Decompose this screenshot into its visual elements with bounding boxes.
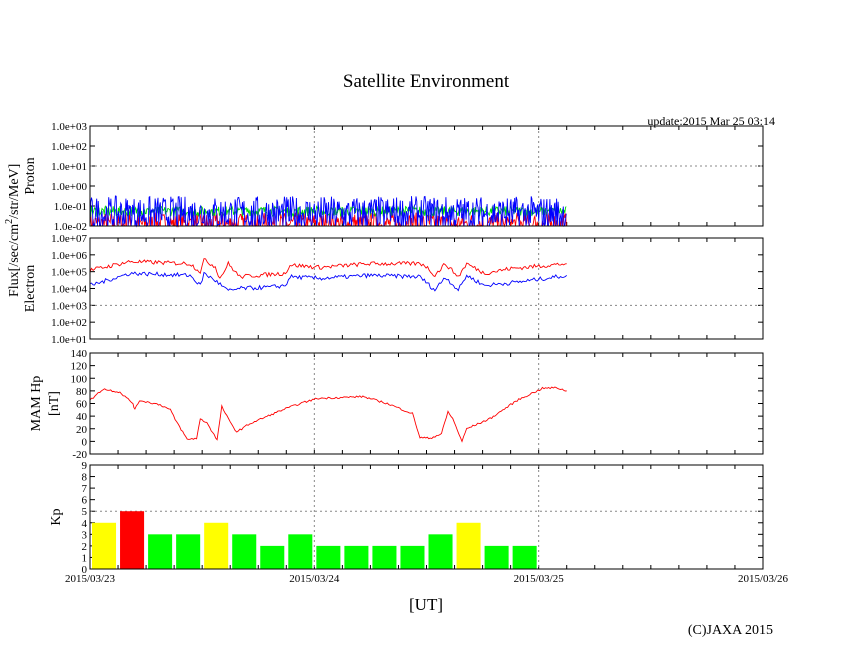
kp-bar: [176, 534, 201, 569]
y-tick-label-kp: 7: [82, 483, 88, 495]
y-tick-label-kp: 5: [82, 506, 88, 518]
plot-frame-mam: [89, 352, 764, 455]
x-axis-label: [UT]: [409, 595, 443, 614]
copyright: (C)JAXA 2015: [688, 623, 773, 638]
y-tick-label-kp: 2: [82, 541, 88, 553]
update-time: update:2015 Mar 25 03:14: [647, 114, 775, 128]
panel-proton: 1.0e-02 1.0e-01 1.0e+00 1.0e+01 1.0e+02 1.0e+…: [23, 121, 764, 233]
y-tick-label-mam: 140: [71, 348, 88, 360]
y-tick-label-mam: 0: [82, 436, 88, 448]
kp-bar: [232, 534, 257, 569]
flux-ylabel: Flux[/sec/cm2/str/MeV]: [4, 164, 22, 297]
y-axis-label-mam: MAM Hp: [29, 376, 44, 432]
kp-bar: [120, 511, 145, 569]
series-mam-Hp: [89, 386, 567, 443]
y-tick-label-kp: 9: [82, 460, 88, 472]
chart-title: Satellite Environment: [343, 71, 510, 92]
kp-bar: [512, 545, 537, 569]
y-axis-label-proton: Proton: [23, 157, 38, 194]
kp-bar: [456, 522, 481, 569]
y-tick-label-proton: 1.0e-02: [54, 221, 87, 233]
y-tick-label-proton: 1.0e+03: [51, 121, 87, 133]
kp-bar: [260, 545, 285, 569]
kp-bar: [316, 545, 341, 569]
kp-bar: [428, 534, 453, 569]
kp-bar: [372, 545, 397, 569]
kp-bar: [344, 545, 369, 569]
y-tick-label-kp: 8: [82, 472, 88, 484]
y-tick-label-kp: 1: [82, 552, 88, 564]
kp-bar: [288, 534, 313, 569]
y-tick-label-electron: 1.0e+07: [51, 233, 87, 245]
y-tick-label-electron: 1.0e+03: [51, 300, 87, 312]
y-tick-label-mam: 60: [76, 399, 88, 411]
x-tick-label: 2015/03/23: [65, 573, 116, 585]
y-tick-label-mam: 40: [76, 411, 88, 423]
y-tick-label-mam: 120: [71, 361, 88, 373]
y-axis-label-electron: Electron: [23, 265, 38, 312]
kp-bar: [400, 545, 425, 569]
y-tick-label-kp: 3: [82, 529, 88, 541]
kp-bar: [148, 534, 173, 569]
series-electron-blue: [89, 271, 567, 292]
y-tick-label-electron: 1.0e+05: [51, 267, 87, 279]
kp-bar: [92, 522, 117, 569]
series-electron-red: [89, 258, 567, 279]
plot-frame-electron: [89, 237, 764, 340]
x-tick-label: 2015/03/25: [514, 573, 565, 585]
y-tick-label-proton: 1.0e-01: [54, 201, 87, 213]
kp-bar: [204, 522, 229, 569]
y-tick-label-mam: -20: [72, 449, 87, 461]
y-tick-label-kp: 4: [82, 518, 88, 530]
kp-bar: [484, 545, 509, 569]
y-tick-label-mam: 20: [76, 424, 88, 436]
y-axis-label-kp: Kp: [49, 508, 64, 525]
x-tick-label: 2015/03/24: [289, 573, 340, 585]
y-tick-label-kp: 0: [82, 564, 88, 576]
y-tick-label-proton: 1.0e+01: [51, 161, 87, 173]
y-tick-label-electron: 1.0e+04: [51, 284, 87, 296]
y-tick-label-mam: 80: [76, 386, 88, 398]
y-axis-unit-mam: [nT]: [47, 391, 62, 416]
y-tick-label-mam: 100: [71, 373, 88, 385]
x-tick-label: 2015/03/26: [738, 573, 789, 585]
series-proton-blue: [89, 195, 567, 228]
plot-frame-kp: [89, 464, 764, 570]
y-tick-label-electron: 1.0e+01: [51, 334, 87, 346]
y-tick-label-electron: 1.0e+06: [51, 250, 87, 262]
y-tick-label-proton: 1.0e+02: [51, 141, 87, 153]
plot-frame-proton: [89, 125, 764, 227]
y-tick-label-electron: 1.0e+02: [51, 317, 87, 329]
y-tick-label-proton: 1.0e+00: [51, 181, 87, 193]
panel-electron: 1.0e+01 1.0e+02 1.0e+03 1.0e+04 1.0e+05 1.0e+…: [23, 233, 764, 346]
y-tick-label-kp: 6: [82, 495, 88, 507]
